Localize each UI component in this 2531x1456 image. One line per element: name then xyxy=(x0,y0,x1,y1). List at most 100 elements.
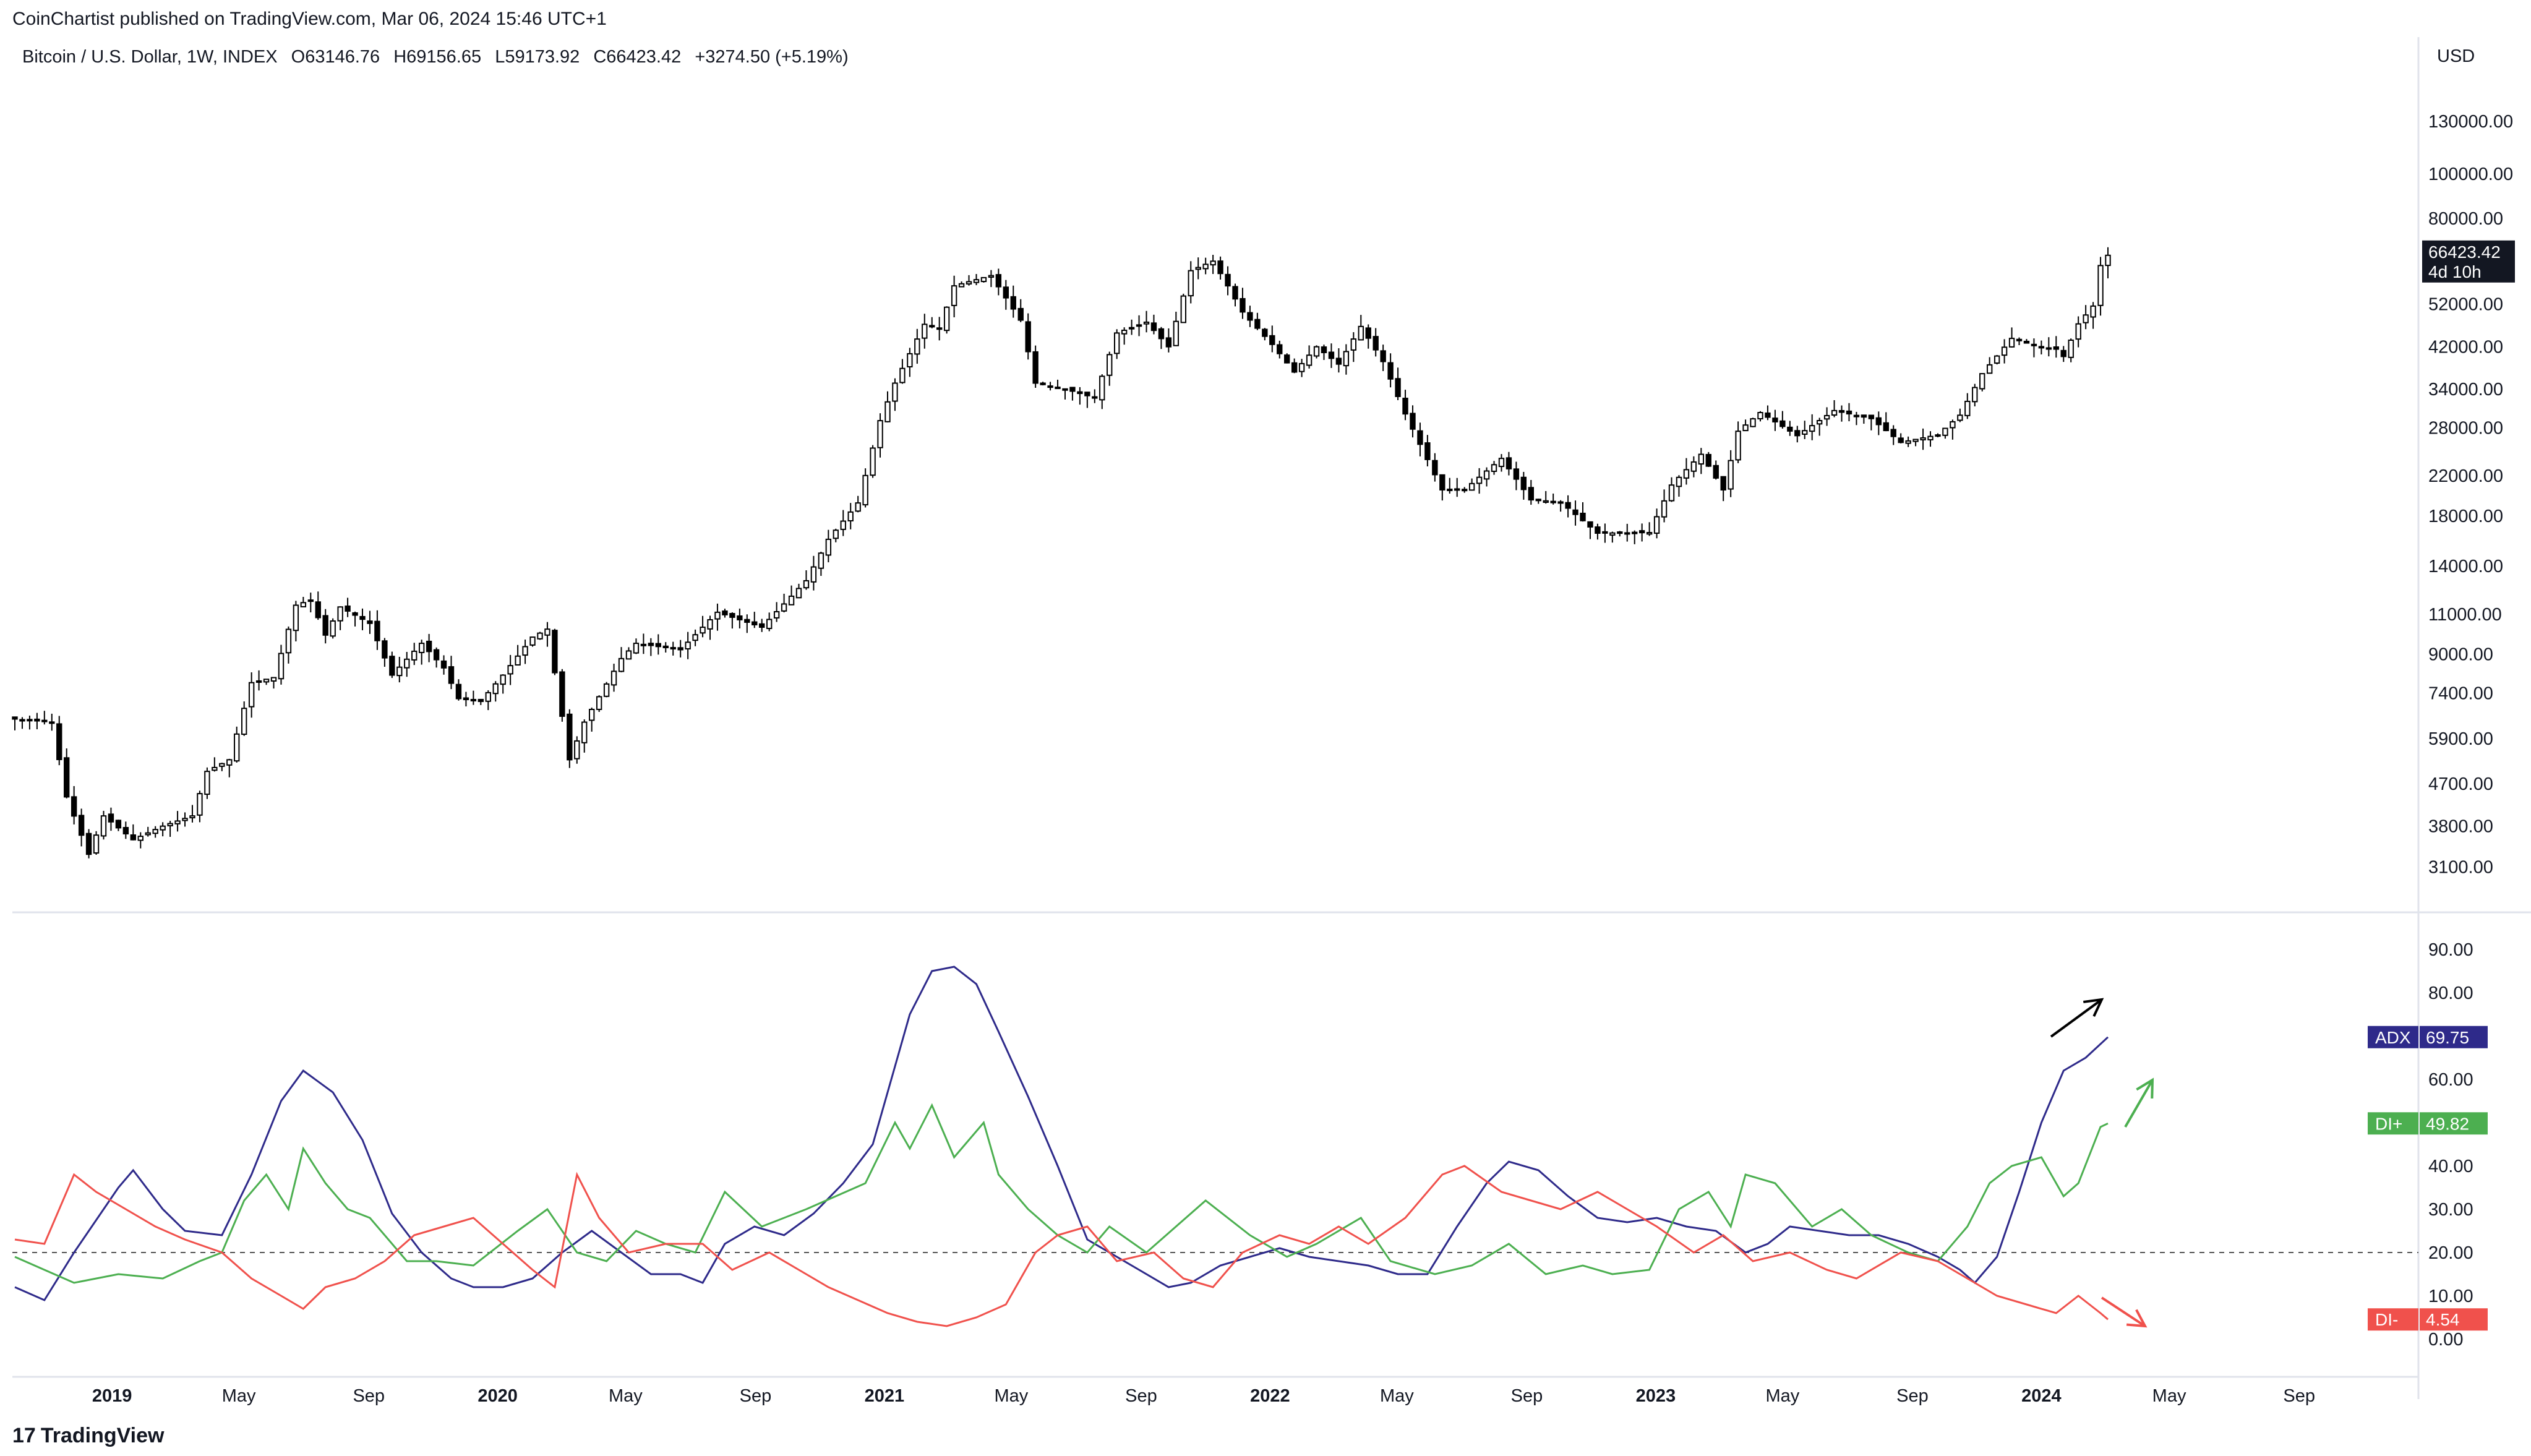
candle xyxy=(1373,328,1379,357)
badge-di-: DI+ 49.82 xyxy=(2368,1112,2488,1135)
time-tick-label: Sep xyxy=(1125,1386,1157,1406)
candle xyxy=(700,615,706,638)
candle xyxy=(300,596,307,607)
time-tick-label: 2022 xyxy=(1250,1386,1290,1406)
time-tick-label: May xyxy=(2152,1386,2186,1406)
candle xyxy=(85,829,92,859)
candle xyxy=(1291,358,1298,374)
candle xyxy=(322,609,328,644)
candle xyxy=(263,679,270,685)
candle xyxy=(1890,425,1896,445)
indicator-tick-label: 40.00 xyxy=(2428,1157,2473,1176)
candle xyxy=(1557,500,1564,512)
time-tick-label: 2023 xyxy=(1636,1386,1676,1406)
candle xyxy=(1240,288,1246,319)
candle xyxy=(1957,408,1963,422)
ohlc-open: O63146.76 xyxy=(291,47,380,67)
series-adxline xyxy=(14,966,2109,1301)
candle xyxy=(71,786,77,824)
candle xyxy=(1032,345,1039,388)
candle xyxy=(692,629,698,646)
candle xyxy=(1107,351,1113,386)
time-tick-label: Sep xyxy=(1511,1386,1543,1406)
candle xyxy=(1720,476,1726,502)
candle xyxy=(463,692,469,707)
candle xyxy=(1794,426,1801,443)
badge-series-name: DI+ xyxy=(2375,1114,2402,1133)
candle xyxy=(1476,468,1483,494)
candle xyxy=(2053,336,2059,358)
candle xyxy=(1580,502,1586,522)
indicator-lines xyxy=(14,966,2109,1327)
candle xyxy=(2008,327,2015,348)
candle xyxy=(1632,530,1638,544)
candle xyxy=(781,593,787,613)
candle xyxy=(1077,387,1083,405)
candle xyxy=(1136,315,1142,336)
candle xyxy=(1121,327,1128,345)
candle xyxy=(448,656,455,690)
candle xyxy=(1410,405,1416,438)
candle xyxy=(914,328,920,364)
series-di-line xyxy=(14,1165,2109,1327)
candle xyxy=(907,348,913,377)
time-tick-label: 2024 xyxy=(2021,1386,2062,1406)
candle xyxy=(1750,418,1756,427)
ohlc-change: +3274.50 (+5.19%) xyxy=(695,47,849,67)
candle xyxy=(2016,337,2023,346)
candle xyxy=(1772,409,1778,431)
candle xyxy=(1779,411,1786,429)
candle xyxy=(922,314,928,349)
candle xyxy=(1217,256,1223,280)
candle xyxy=(1765,405,1771,421)
indicator-tick-label: 20.00 xyxy=(2428,1243,2473,1263)
candle xyxy=(255,670,262,691)
adx-up-arrow xyxy=(2050,998,2104,1038)
candle xyxy=(1735,421,1741,463)
candle xyxy=(1210,254,1216,274)
time-tick-label: Sep xyxy=(740,1386,772,1406)
candle xyxy=(1099,374,1105,409)
candle xyxy=(418,640,425,665)
candle xyxy=(833,528,839,542)
candle xyxy=(862,468,868,508)
candle xyxy=(478,698,484,705)
candle xyxy=(115,820,122,831)
candle xyxy=(640,633,647,654)
candle xyxy=(1003,280,1009,310)
candle xyxy=(1861,414,1867,424)
badge-adx: ADX 69.75 xyxy=(2368,1026,2488,1048)
candle xyxy=(1165,328,1172,353)
candle xyxy=(1587,521,1593,539)
candle xyxy=(1994,354,2000,365)
badge-series-name: DI- xyxy=(2375,1310,2398,1329)
candle xyxy=(204,767,210,799)
logo-text: TradingView xyxy=(40,1424,165,1447)
candle xyxy=(1254,312,1261,330)
candle xyxy=(1195,257,1201,280)
candle xyxy=(574,736,580,764)
candle xyxy=(1535,499,1541,504)
candle xyxy=(1158,327,1165,349)
candle xyxy=(707,615,713,640)
time-tick-label: Sep xyxy=(2283,1386,2315,1406)
candle xyxy=(1343,344,1350,375)
time-tick-label: May xyxy=(994,1386,1028,1406)
candle xyxy=(588,708,595,732)
candle xyxy=(567,709,573,768)
candle xyxy=(1084,392,1090,408)
candle xyxy=(137,832,143,849)
candle xyxy=(315,591,321,620)
candle xyxy=(1846,403,1852,422)
candle xyxy=(1262,328,1268,341)
price-tick-label: 34000.00 xyxy=(2428,380,2503,400)
candle xyxy=(980,276,987,283)
candle xyxy=(1328,343,1335,368)
price-tick-label: 28000.00 xyxy=(2428,418,2503,438)
candle xyxy=(426,633,432,662)
candle xyxy=(396,656,403,683)
candle xyxy=(2083,305,2089,330)
candle xyxy=(1040,382,1046,386)
candle xyxy=(1321,345,1327,360)
